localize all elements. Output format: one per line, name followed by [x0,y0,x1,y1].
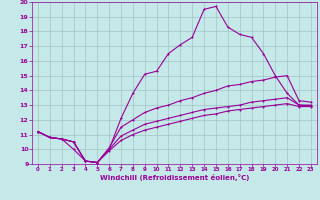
X-axis label: Windchill (Refroidissement éolien,°C): Windchill (Refroidissement éolien,°C) [100,174,249,181]
